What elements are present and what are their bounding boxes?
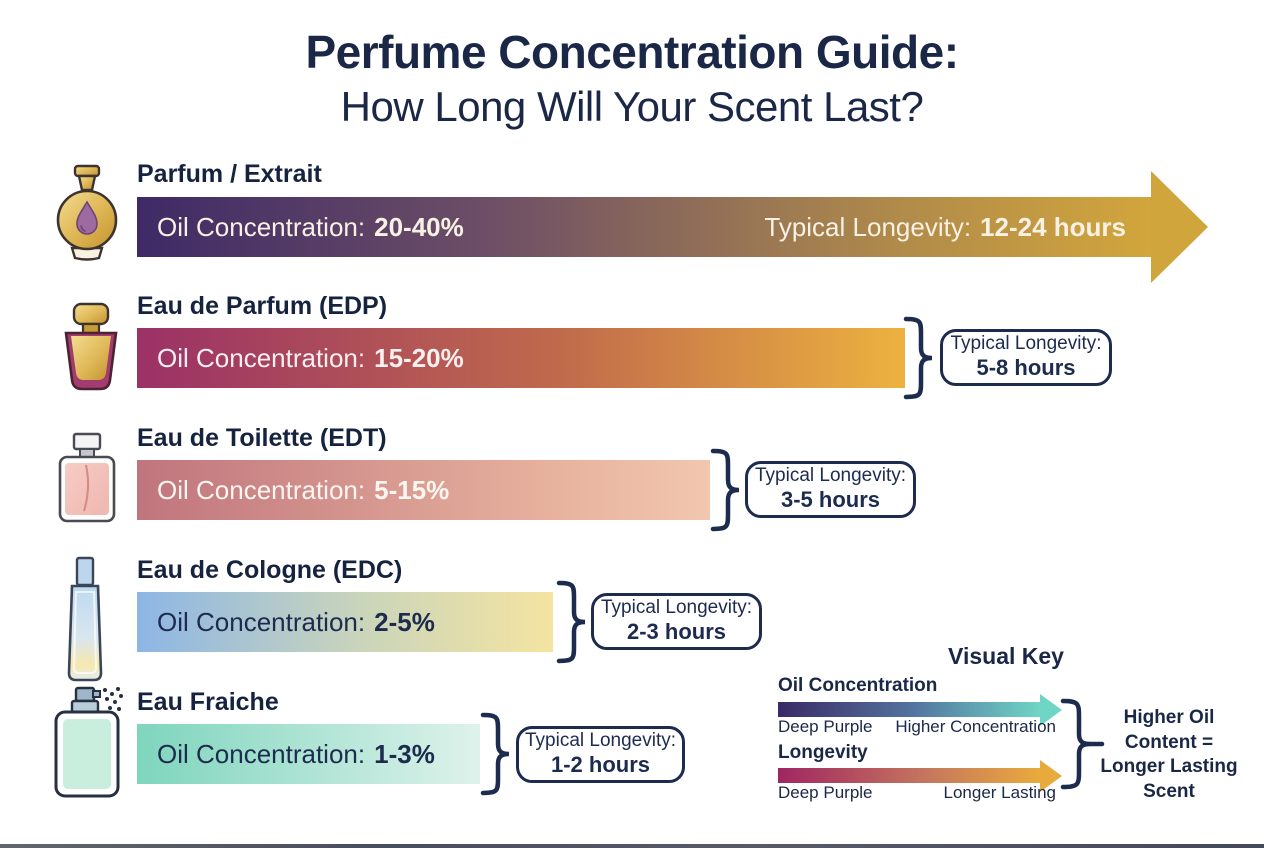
edp-oil-text: Oil Concentration: 15-20% [137,343,484,374]
page-title: Perfume Concentration Guide: How Long Wi… [0,26,1264,131]
parfum-oil-text: Oil Concentration: 20-40% [137,212,484,243]
oil-concentration-label: Oil Concentration: [157,342,366,373]
oil-concentration-label: Oil Concentration: [157,606,366,637]
typical-longevity-value: 12-24 hours [980,211,1126,242]
edt-bottle-icon [56,432,118,524]
edt-concentration-bar: Oil Concentration: 5-15% [137,460,710,520]
typical-longevity-label: Typical Longevity: [950,333,1102,355]
longevity-start-label: Deep Purple [778,783,873,802]
row-title-eau-fraiche: Eau Fraiche [137,688,279,716]
oil-concentration-value: 20-40% [374,211,464,242]
typical-longevity-label: Typical Longevity: [764,211,972,242]
arrow-head-icon [1151,171,1208,283]
spray-bottle-icon [52,686,130,798]
oil-concentration-value: 15-20% [374,342,464,373]
title-line-2: How Long Will Your Scent Last? [340,82,924,130]
edp-bottle-icon [58,302,124,396]
row-title-edp: Eau de Parfum (EDP) [137,292,388,320]
eau-fraiche-longevity-callout: Typical Longevity: 1-2 hours [516,726,685,783]
oil-concentration-label: Oil Concentration: [157,211,366,242]
visual-key-oil-gradient-bar [778,702,1040,717]
title-line-1: Perfume Concentration Guide: [305,26,959,78]
edp-longevity-callout: Typical Longevity: 5-8 hours [940,329,1112,386]
visual-key-oil-sublabels: Deep Purple Higher Concentration [778,717,1056,737]
typical-longevity-value: 3-5 hours [780,487,881,513]
visual-key-longevity-gradient-bar [778,768,1040,783]
brace-icon [480,712,510,796]
typical-longevity-label: Typical Longevity: [524,730,677,752]
visual-key-longevity-sublabels: Deep Purple Longer Lasting [778,783,1056,803]
visual-key-note: Higher Oil Content = Longer Lasting Scen… [1100,707,1238,803]
edc-oil-text: Oil Concentration: 2-5% [137,607,455,638]
parfum-bottle-icon [50,164,124,262]
edt-longevity-callout: Typical Longevity: 3-5 hours [745,461,916,518]
edc-concentration-bar: Oil Concentration: 2-5% [137,592,553,652]
eau-fraiche-concentration-bar: Oil Concentration: 1-3% [137,724,480,784]
row-title-parfum: Parfum / Extrait [137,160,322,188]
oil-concentration-value: 5-15% [374,474,450,505]
longevity-end-label: Longer Lasting [943,783,1056,802]
edp-concentration-bar: Oil Concentration: 15-20% [137,328,905,388]
parfum-longevity-text: Typical Longevity: 12-24 hours [744,212,1152,243]
edc-longevity-callout: Typical Longevity: 2-3 hours [591,593,762,650]
typical-longevity-value: 5-8 hours [976,355,1076,381]
oil-concentration-label: Oil Concentration: [157,474,366,505]
brace-icon [903,316,933,400]
row-title-edt: Eau de Toilette (EDT) [137,424,387,452]
parfum-concentration-bar: Oil Concentration: 20-40% Typical Longevi… [137,197,1152,257]
visual-key-longevity-label: Longevity [778,742,868,763]
oil-concentration-label: Oil Concentration: [157,738,366,769]
edc-bottle-icon [60,556,110,682]
typical-longevity-label: Typical Longevity: [600,597,753,619]
brace-icon [1060,698,1105,790]
visual-key-title: Visual Key [948,643,1064,669]
oil-start-label: Deep Purple [778,717,873,736]
typical-longevity-value: 1-2 hours [550,752,651,778]
oil-concentration-value: 1-3% [374,738,435,769]
typical-longevity-value: 2-3 hours [626,619,727,645]
oil-end-label: Higher Concentration [895,717,1056,736]
row-title-edc: Eau de Cologne (EDC) [137,556,403,584]
edt-oil-text: Oil Concentration: 5-15% [137,475,469,506]
arrow-head-icon [1040,694,1062,726]
oil-concentration-value: 2-5% [374,606,435,637]
bottom-edge-artifact [0,844,1264,848]
brace-icon [710,448,740,532]
visual-key-oil-label: Oil Concentration [778,675,938,696]
typical-longevity-label: Typical Longevity: [754,465,907,487]
brace-icon [556,580,586,664]
arrow-head-icon [1040,760,1062,792]
eau-fraiche-oil-text: Oil Concentration: 1-3% [137,739,455,770]
